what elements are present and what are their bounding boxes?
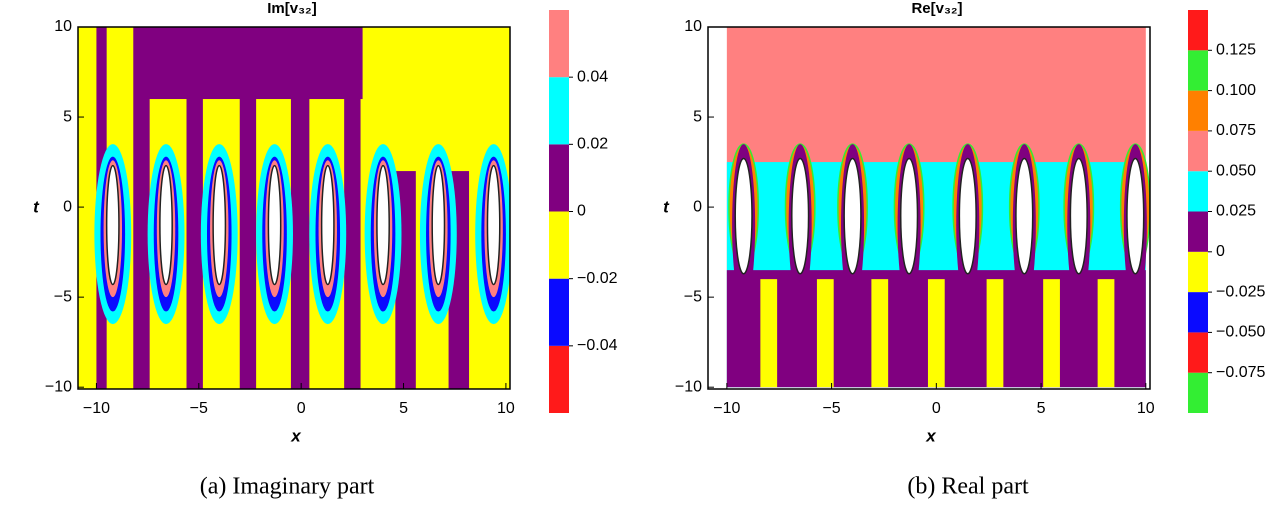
y-tick-label: 0 xyxy=(63,198,72,215)
x-tick-label: −5 xyxy=(190,400,208,417)
caption: (b) Real part xyxy=(907,474,1029,500)
y-tick-label: −10 xyxy=(675,378,702,395)
colorbar-band xyxy=(1188,251,1208,293)
x-axis-label: x xyxy=(925,426,937,445)
x-tick-label: −10 xyxy=(83,400,110,417)
colorbar-tick-label: 0.125 xyxy=(1216,42,1256,59)
colorbar-band xyxy=(549,10,569,78)
colorbar-band xyxy=(1188,171,1208,212)
x-tick-label: 5 xyxy=(399,400,408,417)
contour-field xyxy=(726,27,1150,388)
y-tick-label: 0 xyxy=(693,198,702,215)
colorbar-tick-label: 0.02 xyxy=(577,136,608,153)
contour-region xyxy=(986,279,1004,388)
colorbar-tick-label: 0 xyxy=(577,203,586,220)
contour-region xyxy=(927,279,945,388)
colorbar-band xyxy=(549,144,569,212)
colorbar-band xyxy=(1188,50,1208,91)
y-tick-label: −5 xyxy=(54,288,72,305)
colorbar-tick-label: 0.100 xyxy=(1216,82,1256,99)
contour-region xyxy=(760,279,778,388)
colorbar-band xyxy=(1188,90,1208,131)
colorbar-band xyxy=(1188,292,1208,333)
y-axis-label: t xyxy=(33,197,40,216)
caption: (a) Imaginary part xyxy=(200,474,375,500)
contour-region xyxy=(899,157,919,275)
y-tick-label: 10 xyxy=(54,18,72,35)
colorbar-tick-label: 0.04 xyxy=(577,68,608,85)
y-tick-label: 10 xyxy=(684,18,702,35)
contour-region xyxy=(734,157,753,275)
colorbar-tick-label: 0.025 xyxy=(1216,203,1256,220)
colorbar-tick-label: −0.050 xyxy=(1216,324,1265,341)
colorbar-tick-label: 0 xyxy=(1216,243,1225,260)
plot-frame xyxy=(707,26,1151,390)
contour-region xyxy=(267,164,282,286)
y-tick-label: −5 xyxy=(684,288,702,305)
x-tick-label: 0 xyxy=(932,400,941,417)
x-tick-label: 5 xyxy=(1037,400,1046,417)
x-tick-label: 10 xyxy=(1137,400,1155,417)
y-axis-label: t xyxy=(663,197,670,216)
contour-region xyxy=(843,157,862,275)
contour-region xyxy=(486,164,501,286)
plot-frame xyxy=(77,26,511,390)
colorbar-tick-label: −0.02 xyxy=(577,270,618,287)
contour-region xyxy=(816,279,834,388)
chart-title: Im[v₃₂] xyxy=(267,0,316,17)
colorbar-tick-label: 0.075 xyxy=(1216,122,1256,139)
x-axis-label: x xyxy=(290,426,302,445)
colorbar-tick-label: −0.04 xyxy=(577,337,618,354)
contour-region xyxy=(133,27,150,389)
contour-region xyxy=(159,164,173,286)
colorbar-tick-label: −0.075 xyxy=(1216,364,1265,381)
contour-region xyxy=(290,27,310,389)
colorbar-band xyxy=(1188,372,1208,413)
contour-region xyxy=(871,279,889,388)
contour-region xyxy=(1126,157,1145,275)
colorbar-band xyxy=(1188,332,1208,373)
colorbar-band xyxy=(549,278,569,346)
contour-field xyxy=(78,27,510,389)
x-tick-label: 10 xyxy=(497,400,515,417)
contour-region xyxy=(431,164,446,286)
contour-region xyxy=(105,164,120,286)
contour-region xyxy=(1043,279,1060,388)
chart-title: Re[v₃₂] xyxy=(911,0,962,17)
contour-region xyxy=(376,164,390,286)
colorbar-tick-label: −0.025 xyxy=(1216,283,1265,300)
contour-region xyxy=(344,27,361,389)
y-tick-label: 5 xyxy=(693,108,702,125)
colorbar-band xyxy=(1188,10,1208,51)
contour-region xyxy=(1097,279,1115,388)
colorbar-band xyxy=(1188,211,1208,252)
colorbar-band xyxy=(549,211,569,279)
colorbar-band xyxy=(549,345,569,413)
contour-region xyxy=(212,164,227,286)
contour-region xyxy=(137,27,363,100)
contour-region xyxy=(1069,157,1088,275)
x-tick-label: 0 xyxy=(297,400,306,417)
x-tick-label: −5 xyxy=(822,400,840,417)
y-tick-label: −10 xyxy=(45,378,72,395)
contour-region xyxy=(239,27,257,389)
contour-region xyxy=(958,157,977,275)
colorbar-tick-label: 0.050 xyxy=(1216,162,1256,179)
colorbar-band xyxy=(549,77,569,145)
contour-region xyxy=(1015,157,1034,275)
x-tick-label: −10 xyxy=(713,400,740,417)
y-tick-label: 5 xyxy=(63,108,72,125)
contour-region xyxy=(791,157,810,275)
contour-region xyxy=(320,164,335,286)
contour-region xyxy=(186,27,203,389)
colorbar-band xyxy=(1188,130,1208,172)
